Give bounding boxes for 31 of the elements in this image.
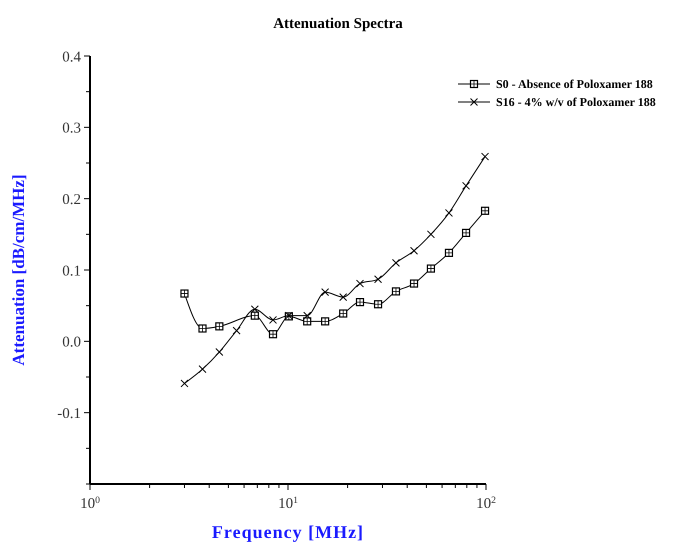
- y-tick-label: 0.2: [62, 192, 81, 208]
- point: [232, 326, 241, 335]
- point: [269, 316, 278, 324]
- legend-label: S16 - 4% w/v of Poloxamer 188: [496, 95, 656, 110]
- point: [180, 379, 188, 388]
- point: [339, 293, 348, 302]
- point: [250, 305, 259, 314]
- legend-label: S0 - Absence of Poloxamer 188: [496, 77, 653, 92]
- y-tick-label: 0.4: [62, 49, 82, 66]
- point: [426, 230, 435, 238]
- x-tick-label: 10$^{2}$: [476, 494, 496, 512]
- point: [462, 182, 470, 190]
- point: [481, 152, 490, 161]
- point: [444, 208, 453, 217]
- point: [303, 312, 312, 320]
- y-axis-title: Attenuation [dB/cm/MHz]: [9, 174, 28, 366]
- point: [374, 275, 382, 284]
- x-axis-title: Frequency [MHz]: [212, 522, 364, 542]
- x-tick-label: 10$^{1}$: [278, 494, 298, 512]
- y-tick-label: 0.3: [62, 120, 81, 137]
- point: [215, 348, 224, 356]
- y-tick-label: 0.1: [62, 263, 81, 280]
- point: [198, 365, 207, 374]
- x-tick-label: 10$^{0}$: [80, 494, 100, 512]
- point: [392, 258, 400, 267]
- point: [321, 288, 330, 296]
- chart-title: Attenuation Spectra: [273, 16, 404, 32]
- point: [356, 280, 364, 288]
- point: [410, 246, 418, 255]
- y-tick-label: 0.0: [62, 334, 81, 351]
- y-tick-label: -0.1: [57, 406, 81, 422]
